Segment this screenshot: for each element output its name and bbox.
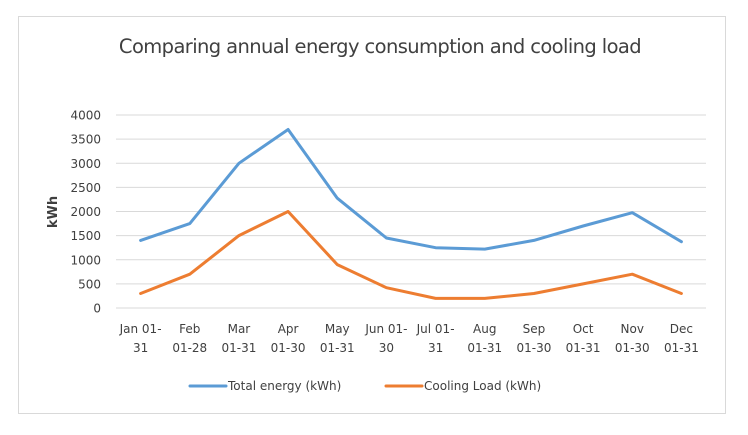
x-tick-label: Jan 01-31 (119, 322, 162, 355)
legend-label: Total energy (kWh) (227, 379, 341, 393)
data-point[interactable] (631, 211, 634, 214)
y-axis-label: kWh (46, 196, 61, 228)
series (139, 128, 683, 300)
x-tick-label: Oct 01-31 (566, 322, 601, 355)
data-point[interactable] (434, 246, 437, 249)
x-axis: Jan 01-31 Feb 01-28 Mar 01-31 Apr 01-30 May 01-3… (119, 322, 699, 355)
chart-area[interactable] (18, 16, 726, 414)
data-point[interactable] (631, 273, 634, 276)
x-tick-label: Mar 01-31 (221, 322, 256, 355)
data-point[interactable] (188, 222, 191, 225)
legend: Total energy (kWh) Cooling Load (kWh) (188, 379, 541, 393)
data-point[interactable] (188, 273, 191, 276)
y-tick-label: 2500 (70, 181, 101, 195)
series-line-total-energy[interactable] (139, 128, 683, 251)
data-point[interactable] (139, 292, 142, 295)
data-point[interactable] (237, 162, 240, 165)
y-tick-label: 4000 (70, 109, 101, 123)
data-point[interactable] (532, 292, 535, 295)
y-tick-label: 0 (93, 302, 101, 316)
data-point[interactable] (483, 248, 486, 251)
data-point[interactable] (680, 292, 683, 295)
data-point[interactable] (139, 239, 142, 242)
data-point[interactable] (582, 224, 585, 227)
y-tick-label: 1000 (70, 253, 101, 267)
data-point[interactable] (336, 263, 339, 266)
y-tick-label: 3500 (70, 133, 101, 147)
gridlines (116, 114, 706, 309)
x-tick-label: Jul 01-31 (416, 322, 455, 355)
legend-item[interactable]: Cooling Load (kWh) (384, 379, 541, 393)
x-tick-label: Feb 01-28 (172, 322, 207, 355)
data-point[interactable] (532, 239, 535, 242)
y-tick-label: 500 (78, 277, 101, 291)
y-axis: 0 500 1000 1500 2000 2500 3000 3500 4000 (70, 109, 101, 316)
data-point[interactable] (287, 128, 290, 131)
legend-item[interactable]: Total energy (kWh) (188, 379, 341, 393)
x-tick-label: Nov 01-30 (615, 322, 650, 355)
data-point[interactable] (483, 297, 486, 300)
x-tick-label: Sep 01-30 (516, 322, 551, 355)
chart-title: Comparing annual energy consumption and … (118, 35, 642, 58)
x-tick-label: Jun 01-30 (364, 322, 407, 355)
y-tick-label: 3000 (70, 157, 101, 171)
data-point[interactable] (336, 197, 339, 200)
x-tick-label: Apr 01-30 (271, 322, 306, 355)
data-point[interactable] (582, 282, 585, 285)
data-point[interactable] (385, 237, 388, 240)
y-tick-label: 2000 (70, 205, 101, 219)
data-point[interactable] (680, 240, 683, 243)
data-point[interactable] (287, 210, 290, 213)
legend-label: Cooling Load (kWh) (424, 379, 541, 393)
data-point[interactable] (434, 297, 437, 300)
data-point[interactable] (237, 234, 240, 237)
x-tick-label: Dec 01-31 (664, 322, 699, 355)
x-tick-label: May 01-31 (320, 322, 355, 355)
series-line-cooling-load[interactable] (139, 210, 683, 300)
y-tick-label: 1500 (70, 229, 101, 243)
x-tick-label: Aug 01-31 (467, 322, 502, 355)
data-point[interactable] (385, 286, 388, 289)
